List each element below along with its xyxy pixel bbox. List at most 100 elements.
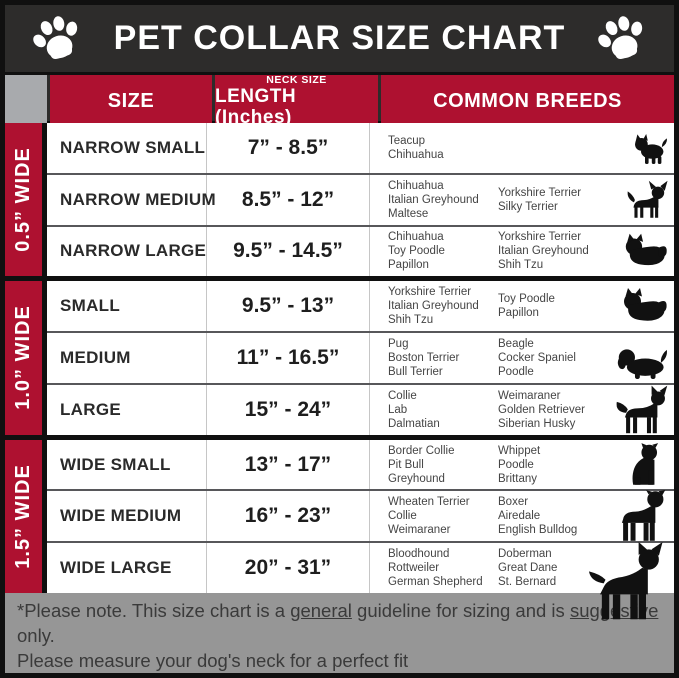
- column-header-row: SIZE NECK SIZE LENGTH (Inches) COMMON BR…: [5, 74, 674, 128]
- footnote-text: guideline for sizing and is: [351, 600, 570, 621]
- table-row: WIDE MEDIUM 16” - 23” Wheaten Terrier Colli…: [47, 489, 674, 542]
- width-group-1: 1.0” WIDE SMALL 9.5” - 13” Yorkshire Terrie…: [5, 276, 674, 435]
- corner-cell: [5, 75, 47, 128]
- size-cell: WIDE MEDIUM: [47, 491, 207, 542]
- breeds-column-2: Doberman Great Dane St. Bernard: [498, 547, 616, 589]
- breed-name: German Shepherd: [388, 576, 483, 589]
- breeds-column-2: Yorkshire Terrier Italian Greyhound Shih T…: [498, 230, 616, 272]
- group-rows: WIDE SMALL 13” - 17” Border Collie Pit Bull…: [47, 439, 674, 619]
- paw-print-icon: [31, 13, 83, 65]
- size-cell: WIDE LARGE: [47, 543, 207, 593]
- common-breeds-cell: Chihuahua Italian Greyhound Maltese Yorkshi…: [370, 175, 674, 225]
- shih-tzu-icon: [619, 285, 669, 327]
- title-bar: PET COLLAR SIZE CHART: [5, 5, 674, 72]
- neck-length-cell: 8.5” - 12”: [207, 174, 370, 225]
- breed-name: Toy Poodle: [388, 245, 445, 258]
- breeds-column-1: Pug Boston Terrier Bull Terrier: [388, 337, 498, 379]
- breeds-column-1: Bloodhound Rottweiler German Shepherd: [388, 547, 498, 589]
- breed-name: Collie: [388, 510, 417, 523]
- breed-name: St. Bernard: [498, 576, 557, 589]
- width-group-label-text: 0.5” WIDE: [12, 147, 35, 252]
- neck-length-cell: 20” - 31”: [207, 543, 370, 593]
- chart-title: PET COLLAR SIZE CHART: [113, 19, 566, 57]
- breed-name: Papillon: [498, 307, 539, 320]
- breed-name: Shih Tzu: [498, 259, 544, 272]
- breed-name: Boxer: [498, 496, 529, 509]
- breeds-column-1: Yorkshire Terrier Italian Greyhound Shih T…: [388, 285, 498, 327]
- size-cell: SMALL: [47, 281, 207, 332]
- table-row: WIDE LARGE 20” - 31” Bloodhound Rottweiler G…: [47, 541, 674, 619]
- breed-name: Whippet: [498, 444, 541, 457]
- boxer-icon: [607, 490, 669, 542]
- breeds-column-1: Chihuahua Italian Greyhound Maltese: [388, 179, 498, 221]
- breed-name: Lab: [388, 403, 408, 416]
- breeds-column-1: Border Collie Pit Bull Greyhound: [388, 444, 498, 486]
- breed-name: Great Dane: [498, 562, 558, 575]
- neck-length-cell: 11” - 16.5”: [207, 333, 370, 383]
- size-cell: WIDE SMALL: [47, 439, 207, 490]
- breed-name: Boston Terrier: [388, 352, 460, 364]
- table-row: SMALL 9.5” - 13” Yorkshire Terrier Italian …: [47, 281, 674, 332]
- neck-length-cell: 13” - 17”: [207, 439, 370, 490]
- breeds-column-2: Weimaraner Golden Retriever Siberian Husky: [498, 389, 616, 431]
- breed-name: Italian Greyhound: [498, 245, 589, 258]
- neck-length-cell: 16” - 23”: [207, 491, 370, 542]
- footnote-line2: Please measure your dog's neck for a per…: [17, 650, 409, 671]
- common-breeds-cell: Wheaten Terrier Collie Weimaraner Boxer Aire…: [370, 490, 674, 542]
- breeds-column-1: Collie Lab Dalmatian: [388, 389, 498, 431]
- common-breeds-cell: Teacup Chihuahua: [370, 123, 674, 173]
- common-breeds-cell: Border Collie Pit Bull Greyhound Whippet Poo…: [370, 440, 674, 490]
- breed-name: Pit Bull: [388, 458, 424, 471]
- footnote-text: only.: [17, 625, 55, 646]
- breeds-column-2: Toy Poodle Papillon: [498, 292, 616, 320]
- length-inches-label: LENGTH (Inches): [215, 86, 297, 128]
- breed-name: Italian Greyhound: [388, 193, 479, 206]
- common-breeds-cell: Pug Boston Terrier Bull Terrier Beagle Cocke…: [370, 333, 674, 383]
- common-breeds-cell: Bloodhound Rottweiler German Shepherd Dober…: [370, 541, 674, 619]
- breed-name: Pug: [388, 338, 409, 350]
- group-rows: NARROW SMALL 7” - 8.5” Teacup Chihuahua NARR…: [47, 123, 674, 277]
- breed-name: Wheaten Terrier: [388, 496, 470, 509]
- breed-name: Rottweiler: [388, 562, 440, 575]
- chihuahua-icon: [621, 180, 669, 220]
- column-header-size: SIZE: [50, 75, 212, 128]
- pitbull-icon: [617, 442, 669, 487]
- neck-size-label: NECK SIZE: [266, 74, 327, 86]
- breed-name: Bull Terrier: [388, 366, 443, 378]
- footnote-line1: *Please note. This size chart is a gener…: [17, 598, 662, 648]
- breed-name: Siberian Husky: [498, 417, 576, 430]
- common-breeds-cell: Yorkshire Terrier Italian Greyhound Shih T…: [370, 281, 674, 331]
- breed-name: Golden Retriever: [498, 403, 585, 416]
- breed-name: Poodle: [498, 366, 534, 378]
- neck-length-cell: 9.5” - 13”: [207, 281, 370, 332]
- breed-name: Greyhound: [388, 472, 445, 485]
- width-group-label-text: 1.5” WIDE: [12, 464, 35, 569]
- breeds-column-2: Boxer Airedale English Bulldog: [498, 495, 616, 537]
- breed-name: Dalmatian: [388, 417, 440, 430]
- common-breeds-label: COMMON BREEDS: [433, 90, 622, 112]
- breed-name: Border Collie: [388, 444, 455, 457]
- breed-name: Italian Greyhound: [388, 300, 479, 313]
- breeds-column-2: Yorkshire Terrier Silky Terrier: [498, 186, 616, 214]
- neck-length-cell: 7” - 8.5”: [207, 123, 370, 173]
- breed-name: Maltese: [388, 207, 429, 220]
- breed-name: Chihuahua: [388, 148, 444, 161]
- breeds-column-1: Wheaten Terrier Collie Weimaraner: [388, 495, 498, 537]
- breed-name: Toy Poodle: [498, 293, 555, 306]
- width-group-2: 1.5” WIDE WIDE SMALL 13” - 17” Border Colli…: [5, 434, 674, 619]
- table-row: NARROW MEDIUM 8.5” - 12” Chihuahua Italian …: [47, 172, 674, 225]
- table-row: MEDIUM 11” - 16.5” Pug Boston Terrier Bull T…: [47, 331, 674, 383]
- width-group-0: 0.5” WIDE NARROW SMALL 7” - 8.5” Teacup Chih…: [5, 123, 674, 277]
- width-group-label: 1.5” WIDE: [5, 439, 47, 593]
- width-group-label: 1.0” WIDE: [5, 281, 47, 435]
- breed-name: Cocker Spaniel: [498, 352, 576, 364]
- breed-name: Silky Terrier: [498, 200, 558, 213]
- breed-name: Chihuahua: [388, 231, 444, 244]
- breed-name: Shih Tzu: [388, 314, 434, 327]
- breed-name: Papillon: [388, 259, 429, 272]
- breed-name: Yorkshire Terrier: [498, 231, 582, 244]
- size-cell: NARROW LARGE: [47, 226, 207, 277]
- table-row: NARROW SMALL 7” - 8.5” Teacup Chihuahua: [47, 123, 674, 173]
- breed-name: Bloodhound: [388, 548, 450, 561]
- size-cell: MEDIUM: [47, 333, 207, 383]
